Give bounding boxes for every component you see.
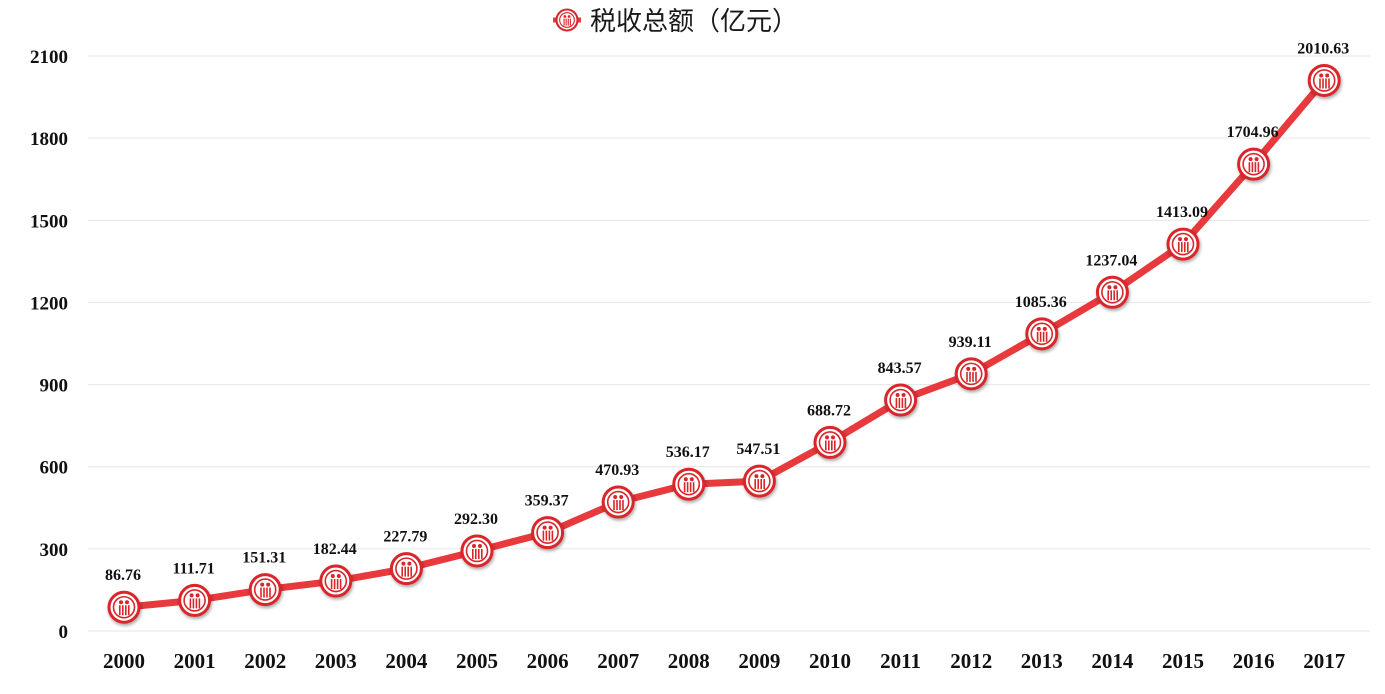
data-label: 182.44 [313, 541, 357, 558]
x-axis-ticks: 2000 2001 2002 2003 2004 2005 2006 2007 2008 2009… [103, 649, 1345, 673]
data-label: 151.31 [242, 550, 286, 567]
data-label: 1237.04 [1085, 252, 1137, 269]
point-marker-tax-emblem-icon [319, 564, 353, 598]
x-tick-label: 2004 [385, 649, 428, 673]
point-marker-tax-emblem-icon [601, 485, 635, 519]
point-marker-tax-emblem-icon [460, 534, 494, 568]
data-label: 1085.36 [1015, 294, 1067, 311]
data-label: 939.11 [949, 334, 992, 351]
y-tick-label: 2100 [30, 47, 68, 68]
y-tick-label: 900 [40, 376, 69, 397]
point-marker-tax-emblem-icon [248, 573, 282, 607]
data-label: 359.37 [525, 493, 569, 510]
x-tick-label: 2005 [456, 649, 498, 673]
x-tick-label: 2003 [315, 649, 357, 673]
data-label: 470.93 [595, 462, 639, 479]
x-tick-label: 2017 [1303, 649, 1345, 673]
x-tick-label: 2008 [668, 649, 710, 673]
legend-tax-emblem-icon [555, 8, 579, 32]
data-labels: 86.76 111.71 151.31 182.44 227.79 292.30 359.3… [105, 40, 1349, 584]
data-label: 2010.63 [1297, 40, 1349, 57]
data-label: 688.72 [807, 402, 851, 419]
data-label: 1413.09 [1156, 204, 1208, 221]
point-marker-tax-emblem-icon [1237, 147, 1271, 181]
x-tick-label: 2000 [103, 649, 145, 673]
point-marker-tax-emblem-icon [742, 464, 776, 498]
y-tick-label: 1800 [30, 129, 68, 150]
point-marker-tax-emblem-icon [1166, 227, 1200, 261]
x-tick-label: 2007 [597, 649, 639, 673]
x-tick-label: 2011 [880, 649, 921, 673]
y-tick-label: 600 [40, 458, 69, 479]
data-label: 86.76 [105, 567, 141, 584]
y-tick-label: 1200 [30, 293, 68, 314]
legend-series-label: 税收总额（亿元） [590, 7, 798, 37]
y-tick-label: 0 [59, 622, 69, 643]
data-markers [107, 63, 1341, 624]
point-marker-tax-emblem-icon [389, 552, 423, 586]
y-tick-label: 300 [40, 540, 69, 561]
y-axis-ticks: 0 300 600 900 1200 1500 1800 2100 [30, 47, 68, 643]
point-marker-tax-emblem-icon [884, 383, 918, 417]
x-tick-label: 2012 [950, 649, 992, 673]
x-tick-label: 2015 [1162, 649, 1204, 673]
data-label: 536.17 [666, 444, 710, 461]
data-label: 227.79 [383, 529, 427, 546]
point-marker-tax-emblem-icon [107, 590, 141, 624]
y-tick-label: 1500 [30, 211, 68, 232]
gridlines [88, 55, 1370, 632]
x-tick-label: 2001 [174, 649, 216, 673]
data-label: 547.51 [736, 441, 780, 458]
x-tick-label: 2009 [738, 649, 780, 673]
point-marker-tax-emblem-icon [813, 425, 847, 459]
x-tick-label: 2010 [809, 649, 851, 673]
point-marker-tax-emblem-icon [1025, 317, 1059, 351]
data-label: 1704.96 [1227, 124, 1279, 141]
x-tick-label: 2014 [1091, 649, 1134, 673]
x-tick-label: 2006 [527, 649, 569, 673]
x-tick-label: 2016 [1233, 649, 1275, 673]
data-label: 111.71 [172, 560, 214, 577]
point-marker-tax-emblem-icon [531, 516, 565, 550]
series-line [120, 76, 1328, 611]
data-label: 292.30 [454, 511, 498, 528]
data-label: 843.57 [878, 360, 922, 377]
x-tick-label: 2002 [244, 649, 286, 673]
point-marker-tax-emblem-icon [672, 467, 706, 501]
point-marker-tax-emblem-icon [954, 357, 988, 391]
legend: 税收总额（亿元） [553, 7, 798, 37]
point-marker-tax-emblem-icon [1307, 63, 1341, 97]
point-marker-tax-emblem-icon [178, 583, 212, 617]
x-tick-label: 2013 [1021, 649, 1063, 673]
point-marker-tax-emblem-icon [1095, 275, 1129, 309]
